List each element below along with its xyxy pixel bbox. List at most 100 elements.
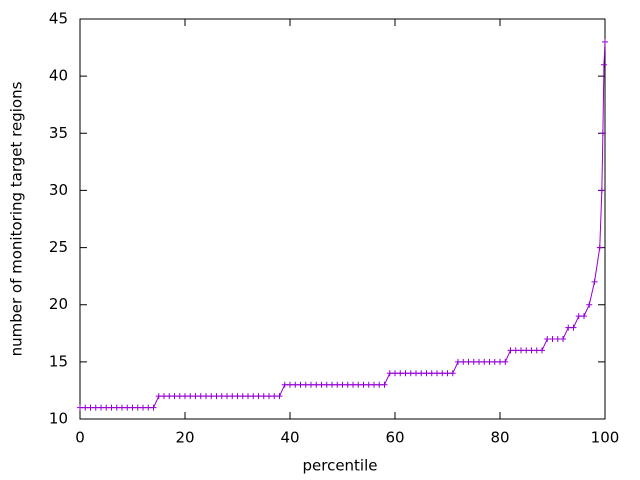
point bbox=[82, 404, 89, 411]
y-tick-label: 45 bbox=[49, 10, 68, 28]
point bbox=[129, 404, 136, 411]
point bbox=[92, 404, 99, 411]
point bbox=[476, 358, 482, 365]
y-tick-label: 40 bbox=[49, 67, 68, 85]
y-tick-label: 15 bbox=[49, 352, 68, 370]
point bbox=[119, 404, 125, 411]
point bbox=[360, 381, 367, 388]
point bbox=[250, 393, 257, 400]
point bbox=[329, 381, 335, 388]
point bbox=[507, 347, 514, 354]
point bbox=[413, 370, 419, 377]
point bbox=[203, 393, 209, 400]
point bbox=[481, 358, 488, 365]
point bbox=[539, 347, 545, 354]
point bbox=[554, 336, 561, 342]
y-tick-label: 20 bbox=[49, 295, 68, 313]
point bbox=[145, 404, 152, 411]
point bbox=[255, 393, 262, 400]
x-tick-label: 20 bbox=[175, 429, 194, 447]
point bbox=[581, 313, 587, 320]
y-tick-label: 35 bbox=[49, 124, 68, 142]
point bbox=[245, 393, 251, 400]
point bbox=[260, 393, 267, 400]
point bbox=[455, 358, 461, 365]
point bbox=[397, 370, 404, 377]
point bbox=[449, 370, 456, 377]
point bbox=[218, 393, 225, 400]
point bbox=[171, 393, 178, 400]
x-tick-label: 0 bbox=[75, 429, 85, 447]
x-tick-label: 80 bbox=[490, 429, 509, 447]
point bbox=[339, 381, 346, 388]
x-tick-label: 60 bbox=[385, 429, 404, 447]
point bbox=[266, 393, 272, 400]
point bbox=[281, 381, 288, 388]
point bbox=[428, 370, 435, 377]
point bbox=[287, 381, 293, 388]
point bbox=[344, 381, 351, 388]
point bbox=[502, 358, 509, 365]
point bbox=[600, 61, 607, 68]
point bbox=[297, 381, 304, 388]
point bbox=[124, 404, 131, 411]
point bbox=[292, 381, 299, 388]
point bbox=[197, 393, 204, 400]
y-tick-label: 30 bbox=[49, 181, 68, 199]
point bbox=[407, 370, 414, 377]
point bbox=[208, 393, 215, 400]
point bbox=[140, 404, 146, 411]
point bbox=[271, 393, 278, 400]
point bbox=[192, 393, 199, 400]
point bbox=[591, 278, 598, 285]
point bbox=[491, 358, 498, 365]
point bbox=[108, 404, 115, 411]
point bbox=[323, 381, 330, 388]
point bbox=[497, 358, 503, 365]
plot-border bbox=[79, 18, 606, 420]
point bbox=[402, 370, 409, 377]
point bbox=[418, 370, 425, 377]
point bbox=[560, 336, 566, 342]
point bbox=[565, 324, 572, 331]
point bbox=[544, 336, 551, 342]
point bbox=[528, 347, 535, 354]
y-tick-label: 10 bbox=[49, 410, 68, 428]
point bbox=[113, 404, 120, 411]
point bbox=[465, 358, 472, 365]
point bbox=[602, 38, 608, 45]
point bbox=[350, 381, 356, 388]
point bbox=[276, 393, 283, 400]
point bbox=[166, 393, 173, 400]
point bbox=[381, 381, 388, 388]
point bbox=[176, 393, 183, 400]
point bbox=[392, 370, 398, 377]
point bbox=[224, 393, 230, 400]
point bbox=[355, 381, 362, 388]
point bbox=[598, 187, 605, 194]
point bbox=[318, 381, 325, 388]
point bbox=[460, 358, 467, 365]
y-axis-label: number of monitoring target regions bbox=[8, 81, 26, 356]
point bbox=[518, 347, 524, 354]
point bbox=[434, 370, 440, 377]
point bbox=[596, 244, 603, 251]
point bbox=[77, 404, 83, 411]
x-tick-label: 40 bbox=[280, 429, 299, 447]
point bbox=[586, 301, 593, 308]
point bbox=[239, 393, 246, 400]
point bbox=[444, 370, 451, 377]
point bbox=[213, 393, 220, 400]
point bbox=[234, 393, 241, 400]
point bbox=[334, 381, 341, 388]
point bbox=[533, 347, 540, 354]
x-tick-label: 100 bbox=[591, 429, 620, 447]
point bbox=[308, 381, 314, 388]
point bbox=[103, 404, 110, 411]
point bbox=[182, 393, 188, 400]
point bbox=[470, 358, 477, 365]
point bbox=[87, 404, 94, 411]
point bbox=[187, 393, 194, 400]
point bbox=[229, 393, 236, 400]
